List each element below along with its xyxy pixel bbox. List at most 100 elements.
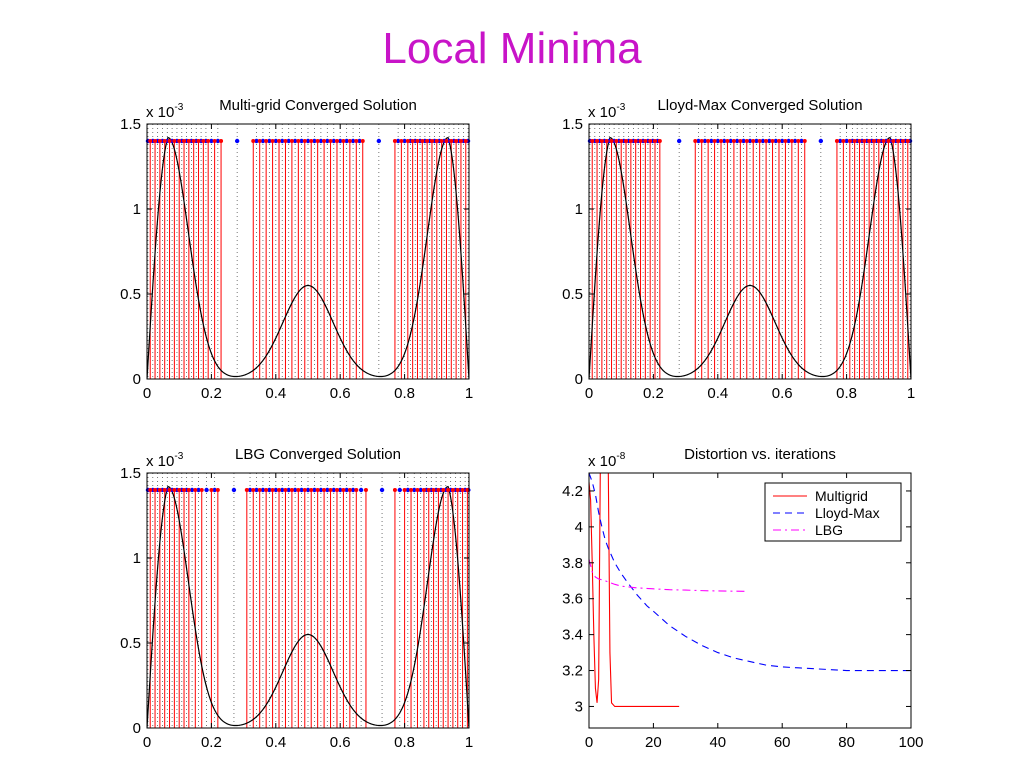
boundary-point xyxy=(264,488,269,492)
pdf-curve xyxy=(147,136,469,379)
codeword-point xyxy=(747,138,753,144)
x-tick-label: 60 xyxy=(774,734,791,751)
codeword-point xyxy=(331,138,336,144)
boundary-point xyxy=(764,139,769,143)
boundary-point xyxy=(441,488,446,492)
boundary-point xyxy=(614,139,619,143)
codeword-point xyxy=(299,487,304,493)
legend-label: Multigrid xyxy=(815,488,868,504)
boundary-point xyxy=(852,139,857,143)
boundary-point xyxy=(182,139,187,143)
codeword-point xyxy=(292,138,298,144)
boundary-point xyxy=(455,488,460,492)
codeword-point xyxy=(280,138,285,144)
boundary-point xyxy=(302,488,307,492)
boundary-point xyxy=(744,139,749,143)
boundary-point xyxy=(410,139,415,143)
boundary-point xyxy=(862,139,867,143)
boundary-point xyxy=(624,139,629,143)
boundary-point xyxy=(599,139,604,143)
codeword-point xyxy=(702,138,708,144)
boundary-point xyxy=(796,139,801,143)
codeword-point xyxy=(350,487,356,493)
plot-area xyxy=(589,473,911,707)
codeword-point xyxy=(358,487,364,493)
boundary-point xyxy=(802,139,807,143)
boundary-point xyxy=(770,139,775,143)
boundary-point xyxy=(425,139,430,143)
boundary-point xyxy=(392,488,397,492)
boundary-point xyxy=(738,139,743,143)
codeword-point xyxy=(379,487,385,493)
boundary-point xyxy=(415,139,420,143)
boundary-point xyxy=(876,139,881,143)
boundary-point xyxy=(628,139,633,143)
boundary-point xyxy=(186,139,191,143)
boundary-point xyxy=(458,139,463,143)
boundary-point xyxy=(653,139,658,143)
codeword-point xyxy=(402,138,407,144)
axes-frame xyxy=(588,123,912,380)
panel-lbg-solution: 0 0.2 0.4 0.6 0.8 1 0 0.5 1 1.5 x 10-3 LBG Converge… xyxy=(120,446,473,751)
boundary-point xyxy=(706,139,711,143)
codeword-point xyxy=(799,138,804,144)
boundary-point xyxy=(191,139,196,143)
codeword-point xyxy=(189,487,195,493)
codeword-point xyxy=(305,138,311,144)
boundary-point xyxy=(270,139,275,143)
y-tick-label: 3.2 xyxy=(562,663,583,680)
boundary-point xyxy=(157,488,162,492)
boundary-point xyxy=(354,139,359,143)
boundary-point xyxy=(177,139,182,143)
boundary-point xyxy=(789,139,794,143)
legend-label: Lloyd-Max xyxy=(815,505,880,521)
codeword-point xyxy=(344,487,349,493)
boundary-point xyxy=(751,139,756,143)
legend-label: LBG xyxy=(815,522,843,538)
y-tick-label: 4 xyxy=(575,519,583,536)
boundary-point xyxy=(699,139,704,143)
boundary-point xyxy=(283,488,288,492)
boundary-point xyxy=(157,139,162,143)
boundary-point xyxy=(148,139,153,143)
x-tick-label: 1 xyxy=(907,385,915,402)
boundary-point xyxy=(289,139,294,143)
codeword-point xyxy=(397,487,402,493)
codeword-point xyxy=(247,487,253,493)
codeword-point xyxy=(212,487,217,493)
boundary-point xyxy=(322,488,327,492)
boundary-point xyxy=(354,488,359,492)
boundary-point xyxy=(296,488,301,492)
x-tick-label: 0.6 xyxy=(772,385,793,402)
boundary-point xyxy=(206,139,211,143)
axes-frame xyxy=(146,123,470,380)
x-tick-label: 1 xyxy=(465,734,473,751)
codeword-point xyxy=(312,138,317,144)
boundary-point xyxy=(450,488,455,492)
codeword-point xyxy=(325,487,330,493)
boundary-point xyxy=(619,139,624,143)
boundary-point xyxy=(446,488,451,492)
codeword-point xyxy=(418,487,423,493)
boundary-point xyxy=(334,488,339,492)
boundary-point xyxy=(633,139,638,143)
codeword-point xyxy=(267,487,272,493)
codeword-point xyxy=(280,487,285,493)
x-tick-label: 0.4 xyxy=(707,385,728,402)
codeword-point xyxy=(350,138,356,144)
codeword-point xyxy=(204,487,209,493)
y-tick-label: 1.5 xyxy=(120,465,141,482)
x-tick-label: 40 xyxy=(709,734,726,751)
codeword-point xyxy=(395,138,401,144)
boundary-point xyxy=(431,488,436,492)
boundary-point xyxy=(153,139,158,143)
boundary-point xyxy=(871,139,876,143)
codeword-point xyxy=(260,487,266,493)
boundary-point xyxy=(296,139,301,143)
y-tick-label: 1 xyxy=(575,201,583,218)
boundary-point xyxy=(648,139,653,143)
boundary-point xyxy=(177,488,182,492)
boundary-point xyxy=(429,139,434,143)
x-tick-label: 0.6 xyxy=(330,734,351,751)
